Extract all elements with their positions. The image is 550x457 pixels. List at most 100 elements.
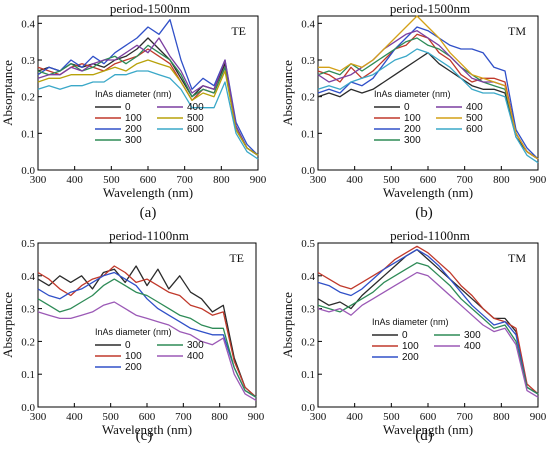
x-axis-label: Wavelength (nm) — [383, 422, 473, 437]
y-tick-label: 0.5 — [21, 238, 35, 250]
legend-title: InAs diameter (nm) — [372, 317, 449, 327]
legend-label-300: 300 — [464, 330, 481, 341]
y-tick-label: 0.3 — [21, 304, 35, 316]
y-tick-label: 0.2 — [301, 336, 315, 348]
legend-title: InAs diameter (nm) — [374, 89, 451, 99]
y-tick-label: 0.0 — [301, 165, 315, 177]
y-tick-label: 0.5 — [301, 238, 315, 250]
x-tick-label: 300 — [30, 411, 47, 423]
x-tick-label: 500 — [103, 174, 120, 186]
legend-label-300: 300 — [404, 135, 421, 146]
series-line-400 — [37, 301, 257, 401]
series-line-500 — [37, 59, 259, 156]
series-line-500 — [318, 15, 539, 160]
legend-label-100: 100 — [404, 113, 421, 124]
panel-title: period-1100nm — [390, 228, 470, 243]
series-line-600 — [37, 70, 259, 160]
x-tick-label: 800 — [493, 174, 510, 186]
legend-label-100: 100 — [125, 113, 142, 124]
y-tick-label: 0.3 — [301, 304, 315, 316]
legend-label-200: 200 — [404, 124, 421, 135]
x-tick-label: 400 — [346, 174, 363, 186]
chart-panel-a: 300 400 500 600 700 800 9000.00.10.20.30.4Wave… — [0, 1, 267, 221]
series-line-200 — [317, 26, 539, 160]
chart-panel-c: 300 400 500 600 700 800 9000.00.10.20.30.40.5W… — [0, 228, 265, 444]
series-line-400 — [37, 37, 259, 156]
y-axis-label: Absorptance — [280, 292, 295, 358]
x-axis-label: Wavelength (nm) — [383, 185, 473, 200]
x-tick-label: 700 — [456, 411, 473, 423]
x-tick-label: 400 — [346, 411, 363, 423]
legend-label-300: 300 — [125, 135, 142, 146]
series-line-300 — [37, 278, 257, 398]
series-line-100 — [317, 245, 539, 395]
series-line-100 — [37, 265, 257, 398]
x-tick-label: 500 — [383, 411, 400, 423]
legend-label-100: 100 — [125, 351, 142, 362]
y-tick-label: 0.4 — [21, 271, 35, 283]
x-tick-label: 800 — [493, 411, 510, 423]
x-tick-label: 700 — [456, 174, 473, 186]
y-axis-label: Absorptance — [280, 60, 295, 126]
legend-label-400: 400 — [187, 351, 204, 362]
series-line-0 — [37, 265, 257, 398]
x-tick-label: 300 — [310, 174, 327, 186]
x-tick-label: 600 — [139, 411, 156, 423]
subfigure-label: (a) — [140, 205, 157, 221]
y-tick-label: 0.4 — [21, 18, 35, 30]
chart-panel-d: 300 400 500 600 700 800 9000.00.10.20.30.40.5W… — [280, 228, 547, 444]
series-line-200 — [317, 248, 539, 395]
y-tick-label: 0.1 — [301, 369, 315, 381]
subfigure-label: (d) — [415, 428, 433, 444]
series-line-0 — [37, 37, 259, 156]
x-tick-label: 900 — [250, 174, 267, 186]
legend-label-100: 100 — [402, 341, 419, 352]
x-tick-label: 900 — [248, 411, 265, 423]
panel-title: period-1100nm — [109, 228, 189, 243]
x-tick-label: 400 — [66, 411, 83, 423]
subfigure-label: (c) — [136, 428, 153, 444]
series-line-300 — [317, 37, 539, 160]
legend-label-200: 200 — [125, 124, 142, 135]
x-axis-label: Wavelength (nm) — [103, 185, 193, 200]
series-line-600 — [317, 48, 539, 164]
subfigure-label: (b) — [415, 205, 433, 221]
x-tick-label: 700 — [175, 411, 192, 423]
series-line-0 — [317, 52, 539, 160]
y-tick-label: 0.1 — [21, 369, 35, 381]
legend-label-400: 400 — [464, 341, 481, 352]
x-tick-label: 800 — [211, 411, 228, 423]
legend-label-0: 0 — [125, 340, 131, 351]
series-line-400 — [317, 271, 539, 398]
y-tick-label: 0.0 — [21, 402, 35, 414]
legend-label-600: 600 — [466, 124, 483, 135]
x-tick-label: 500 — [383, 174, 400, 186]
y-tick-label: 0.0 — [21, 165, 35, 177]
panel-title: period-1500nm — [110, 1, 190, 16]
y-tick-label: 0.1 — [301, 128, 315, 140]
x-tick-label: 700 — [176, 174, 193, 186]
x-tick-label: 900 — [530, 411, 547, 423]
y-tick-label: 0.3 — [301, 55, 315, 67]
legend-label-400: 400 — [187, 102, 204, 113]
legend-label-400: 400 — [466, 102, 483, 113]
panel-title: period-1500nm — [390, 1, 470, 16]
legend-label-500: 500 — [187, 113, 204, 124]
legend-title: InAs diameter (nm) — [95, 89, 172, 99]
legend-label-200: 200 — [402, 352, 419, 363]
x-tick-label: 900 — [530, 174, 547, 186]
legend-label-0: 0 — [125, 102, 131, 113]
series-line-200 — [37, 271, 257, 398]
x-tick-label: 600 — [420, 174, 437, 186]
polarization-label: TM — [508, 251, 526, 265]
x-tick-label: 800 — [213, 174, 230, 186]
polarization-label: TE — [231, 24, 246, 38]
series-line-300 — [37, 44, 259, 156]
legend-label-0: 0 — [402, 330, 408, 341]
y-tick-label: 0.2 — [21, 336, 35, 348]
